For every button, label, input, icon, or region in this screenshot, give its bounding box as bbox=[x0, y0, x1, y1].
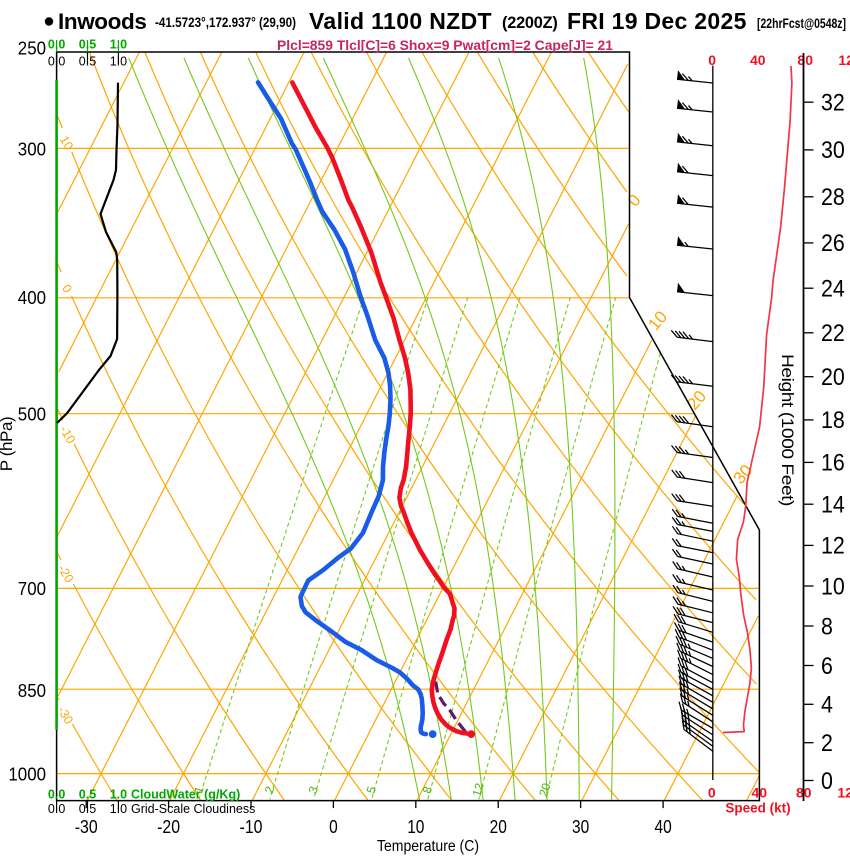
svg-text:0.0: 0.0 bbox=[48, 38, 65, 52]
svg-text:Speed (kt): Speed (kt) bbox=[725, 801, 790, 816]
svg-text:-20: -20 bbox=[157, 817, 180, 837]
svg-text:0.0: 0.0 bbox=[48, 802, 65, 816]
svg-text:28: 28 bbox=[821, 184, 845, 211]
svg-text:Inwoods: Inwoods bbox=[58, 9, 146, 34]
svg-text:400: 400 bbox=[18, 287, 46, 308]
svg-text:Height (1000 Feet): Height (1000 Feet) bbox=[778, 354, 797, 506]
svg-text:1000: 1000 bbox=[8, 764, 46, 785]
svg-text:250: 250 bbox=[18, 38, 46, 59]
svg-text:6: 6 bbox=[821, 653, 833, 680]
svg-text:2: 2 bbox=[821, 730, 833, 757]
svg-text:1.0: 1.0 bbox=[110, 55, 127, 69]
svg-text:300: 300 bbox=[18, 138, 46, 159]
svg-text:0: 0 bbox=[329, 817, 338, 837]
svg-text:18: 18 bbox=[821, 407, 845, 434]
svg-text:10: 10 bbox=[821, 573, 845, 600]
svg-text:CloudWater (g/Kg): CloudWater (g/Kg) bbox=[131, 788, 240, 802]
svg-text:0.5: 0.5 bbox=[79, 788, 96, 802]
svg-text:1.0: 1.0 bbox=[110, 802, 127, 816]
svg-text:24: 24 bbox=[821, 276, 845, 303]
svg-text:FRI 19 Dec 2025: FRI 19 Dec 2025 bbox=[567, 8, 747, 34]
svg-text:26: 26 bbox=[821, 230, 845, 257]
svg-text:40: 40 bbox=[752, 784, 768, 800]
svg-text:Valid 1100 NZDT: Valid 1100 NZDT bbox=[309, 8, 492, 34]
svg-text:1.0: 1.0 bbox=[110, 788, 127, 802]
svg-text:20: 20 bbox=[490, 817, 507, 837]
svg-text:0.0: 0.0 bbox=[48, 55, 65, 69]
svg-text:-10: -10 bbox=[240, 817, 263, 837]
svg-text:12: 12 bbox=[821, 533, 845, 560]
svg-text:(2200Z): (2200Z) bbox=[502, 14, 558, 32]
svg-text:8: 8 bbox=[821, 613, 833, 640]
svg-text:0: 0 bbox=[821, 768, 833, 795]
svg-text:0: 0 bbox=[708, 52, 716, 68]
svg-text:80: 80 bbox=[797, 52, 813, 68]
svg-text:2: 2 bbox=[262, 784, 277, 795]
svg-text:Temperature (C): Temperature (C) bbox=[377, 838, 479, 855]
svg-text:40: 40 bbox=[750, 52, 766, 68]
svg-text:4: 4 bbox=[821, 692, 833, 719]
svg-text:0.0: 0.0 bbox=[48, 788, 65, 802]
svg-text:850: 850 bbox=[18, 680, 46, 701]
svg-text:5: 5 bbox=[364, 784, 379, 795]
svg-text:120: 120 bbox=[837, 784, 850, 800]
svg-text:500: 500 bbox=[18, 404, 46, 425]
svg-text:1: 1 bbox=[191, 784, 206, 795]
svg-text:0: 0 bbox=[708, 784, 716, 800]
svg-text:8: 8 bbox=[420, 784, 435, 795]
svg-text:14: 14 bbox=[821, 492, 845, 519]
svg-text:Grid-Scale Cloudiness: Grid-Scale Cloudiness bbox=[131, 802, 255, 816]
svg-text:0.5: 0.5 bbox=[79, 55, 96, 69]
svg-text:120: 120 bbox=[838, 52, 850, 68]
svg-text:P (hPa): P (hPa) bbox=[0, 417, 16, 472]
svg-text:32: 32 bbox=[821, 90, 845, 117]
svg-text:40: 40 bbox=[655, 817, 672, 837]
svg-text:30: 30 bbox=[821, 137, 845, 164]
svg-text:-30: -30 bbox=[75, 817, 98, 837]
svg-text:1.0: 1.0 bbox=[110, 38, 127, 52]
svg-text:22: 22 bbox=[821, 320, 845, 347]
svg-text:[22hrFcst@0548z]: [22hrFcst@0548z] bbox=[757, 16, 846, 32]
svg-text:0.5: 0.5 bbox=[79, 38, 96, 52]
svg-text:10: 10 bbox=[407, 817, 424, 837]
svg-text:Plcl=859 Tlcl[C]=6 Shox=9 Pwat: Plcl=859 Tlcl[C]=6 Shox=9 Pwat[cm]=2 Cap… bbox=[277, 37, 613, 53]
svg-text:0.5: 0.5 bbox=[79, 802, 96, 816]
svg-text:16: 16 bbox=[821, 450, 845, 477]
svg-text:20: 20 bbox=[536, 781, 553, 798]
svg-text:10: 10 bbox=[57, 133, 76, 152]
svg-text:700: 700 bbox=[18, 578, 46, 599]
svg-text:12: 12 bbox=[469, 781, 486, 798]
svg-text:3: 3 bbox=[306, 784, 321, 795]
svg-text:-41.5723°,172.937° (29,90): -41.5723°,172.937° (29,90) bbox=[155, 15, 296, 30]
svg-text:30: 30 bbox=[572, 817, 589, 837]
svg-text:20: 20 bbox=[821, 364, 845, 391]
